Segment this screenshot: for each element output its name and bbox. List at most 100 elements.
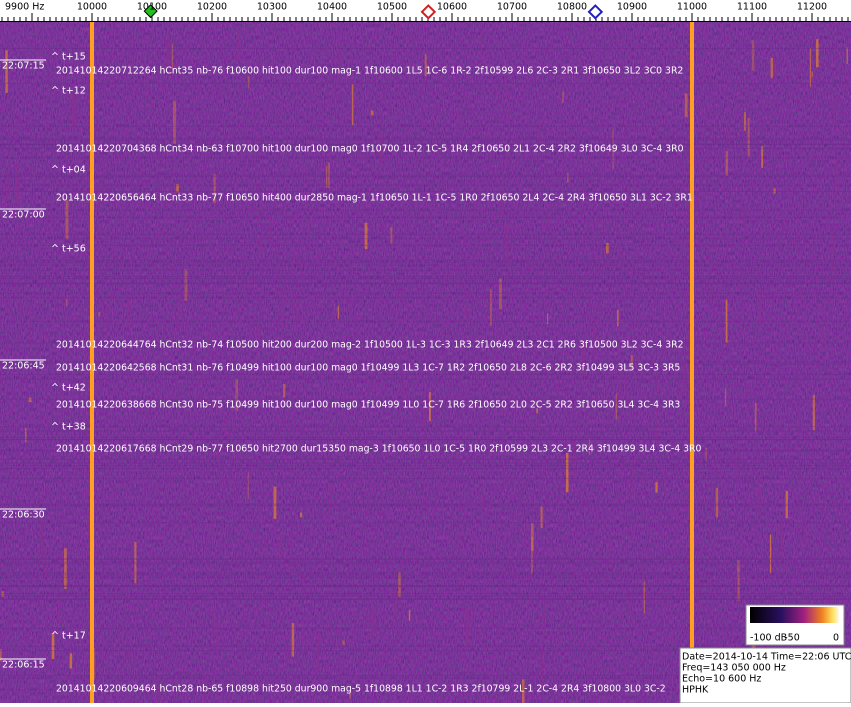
event-label: 20141014220642568 hCnt31 nb-76 f10499 hi… <box>56 363 680 374</box>
colorbar <box>750 607 840 623</box>
streak <box>378 129 382 167</box>
streak <box>846 47 848 64</box>
streak <box>734 454 737 480</box>
streak <box>176 184 179 193</box>
streak <box>675 504 679 525</box>
streak <box>595 504 597 541</box>
streak <box>343 333 345 372</box>
streak <box>0 209 851 211</box>
streak <box>0 585 851 587</box>
streak <box>28 397 32 403</box>
streak <box>134 525 137 551</box>
streak <box>0 363 851 365</box>
streak <box>328 483 332 513</box>
streak <box>291 623 295 657</box>
x-tick-label: 11100 <box>737 2 767 13</box>
streak <box>664 594 666 611</box>
streak <box>694 326 696 332</box>
streak <box>601 690 604 707</box>
streak <box>71 87 74 130</box>
event-label: 20141014220638668 hCnt30 nb-75 f10499 hi… <box>56 400 680 411</box>
streak <box>257 208 259 221</box>
streak <box>618 253 621 259</box>
streak <box>270 219 272 239</box>
streak <box>835 250 837 274</box>
streak <box>0 356 2 390</box>
streak <box>213 173 216 204</box>
streak <box>215 622 219 654</box>
streak <box>588 438 590 455</box>
streak <box>96 363 99 398</box>
streak <box>757 477 760 516</box>
streak <box>209 468 211 478</box>
streak <box>302 574 305 590</box>
streak <box>351 84 354 126</box>
streak <box>0 137 851 139</box>
x-tick-label: 10700 <box>497 2 527 13</box>
streak <box>596 215 599 232</box>
streak <box>769 534 772 574</box>
streak <box>438 450 441 492</box>
streak <box>798 492 800 513</box>
streak <box>566 452 569 493</box>
streak <box>0 585 851 587</box>
streak <box>626 588 629 623</box>
streak <box>0 595 851 597</box>
x-tick-label: 10000 <box>77 2 107 13</box>
streak <box>0 478 851 480</box>
streak <box>0 649 2 662</box>
event-label: 20141014220617668 hCnt29 nb-77 f10650 hi… <box>56 444 702 455</box>
x-tick-label: 9900 Hz <box>5 2 44 13</box>
streak <box>761 146 764 168</box>
streak <box>428 392 431 422</box>
colorbar-label: -50 <box>784 633 800 644</box>
streak <box>505 222 509 266</box>
streak <box>538 615 542 628</box>
streak <box>465 297 468 318</box>
streak <box>188 32 190 53</box>
streak <box>390 227 393 244</box>
streak <box>0 143 851 145</box>
streak <box>364 222 368 250</box>
carrier-line <box>690 22 694 703</box>
streak <box>0 233 851 235</box>
streak <box>225 418 228 450</box>
streak <box>259 235 263 253</box>
streak <box>770 57 773 79</box>
streak <box>780 520 783 558</box>
streak <box>684 93 688 118</box>
streak <box>0 176 851 178</box>
streak <box>0 462 851 464</box>
streak <box>309 498 311 519</box>
streak <box>746 100 749 142</box>
streak <box>0 572 851 574</box>
streak <box>257 325 261 339</box>
streak <box>66 299 68 307</box>
streak <box>615 394 618 420</box>
streak <box>683 360 687 392</box>
streak <box>103 160 106 173</box>
streak <box>751 40 755 71</box>
streak <box>283 384 286 398</box>
streak <box>466 608 469 649</box>
streak <box>134 541 137 584</box>
streak <box>705 447 707 461</box>
streak <box>12 403 14 428</box>
streak <box>458 107 461 122</box>
streak <box>0 261 851 263</box>
streak <box>398 572 401 597</box>
streak <box>0 598 851 600</box>
event-label: 20141014220644764 hCnt32 nb-74 f10500 hi… <box>56 340 684 351</box>
x-tick-label: 10100 <box>137 2 167 13</box>
time-label: 22:07:15 <box>2 61 45 72</box>
streak <box>726 127 728 144</box>
streak <box>247 472 249 500</box>
info-line: HPHK <box>682 685 709 696</box>
colorbar-label: -100 dB <box>750 633 787 644</box>
streak <box>618 368 621 401</box>
streak <box>0 439 851 441</box>
streak <box>281 288 284 328</box>
streak <box>589 651 591 690</box>
streak <box>57 594 61 624</box>
